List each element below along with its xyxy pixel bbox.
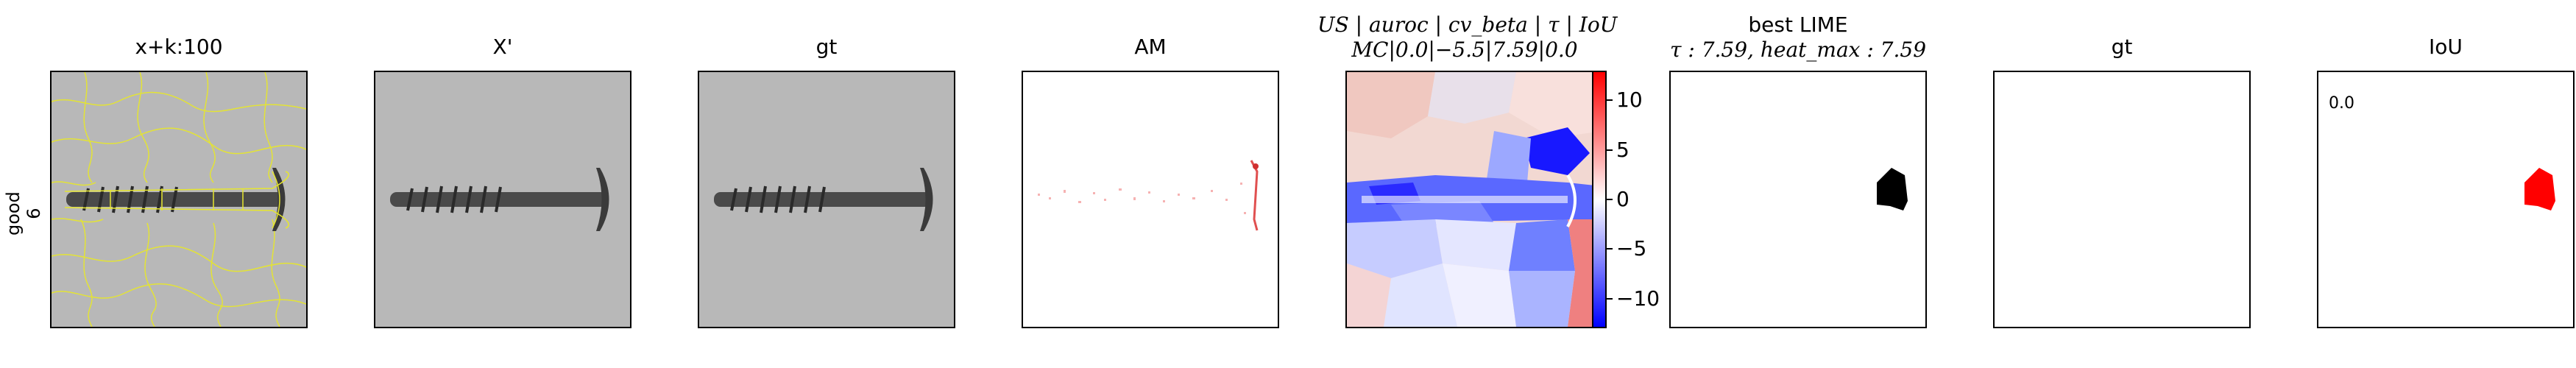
row-label-index: 6 [24, 208, 44, 219]
panel-title-gt-image: gt [815, 35, 838, 59]
iou-value: 0.0 [2329, 94, 2354, 113]
panel-title-superpixels: x+k:100 [135, 35, 223, 59]
panel-title-x-prime: X' [492, 35, 513, 59]
gt-mask [1993, 71, 2251, 328]
attention-map [1022, 71, 1279, 328]
panel-title-iou: IoU [2429, 35, 2463, 59]
gt-image [698, 71, 955, 328]
colorbar [1592, 71, 1607, 328]
colorbar-tick-mark [1607, 248, 1613, 250]
panel-title-gt-mask: gt [2111, 35, 2133, 59]
colorbar-tick-label: −10 [1616, 286, 1660, 311]
colorbar-tick-mark [1607, 99, 1613, 102]
superpixel-image [50, 71, 308, 328]
panel-title-lime-line2: τ : 7.59, heat_max : 7.59 [1669, 38, 1927, 62]
panel-title-us-line1: US | auroc | cv_beta | τ | IoU [1317, 13, 1618, 37]
colorbar-tick-mark [1607, 199, 1613, 200]
colorbar-tick-label: 10 [1616, 88, 1643, 113]
colorbar-tick-mark [1607, 149, 1613, 151]
row-label: good 6 [3, 191, 44, 236]
colorbar-tick-label: −5 [1616, 236, 1647, 261]
panel-title-lime-line1: best LIME [1748, 13, 1848, 37]
colorbar-tick-label: 0 [1616, 187, 1630, 211]
panel-title-us-line2: MC|0.0|−5.5|7.59|0.0 [1351, 38, 1578, 62]
row-label-class: good [3, 191, 24, 236]
x-prime-image [374, 71, 631, 328]
us-map [1345, 71, 1603, 328]
best-lime-mask [1669, 71, 1927, 328]
iou-map: 0.0 [2317, 71, 2575, 328]
colorbar-tick-mark [1607, 297, 1613, 300]
colorbar-tick-label: 5 [1616, 137, 1630, 162]
panel-title-attention-map: AM [1134, 35, 1167, 59]
